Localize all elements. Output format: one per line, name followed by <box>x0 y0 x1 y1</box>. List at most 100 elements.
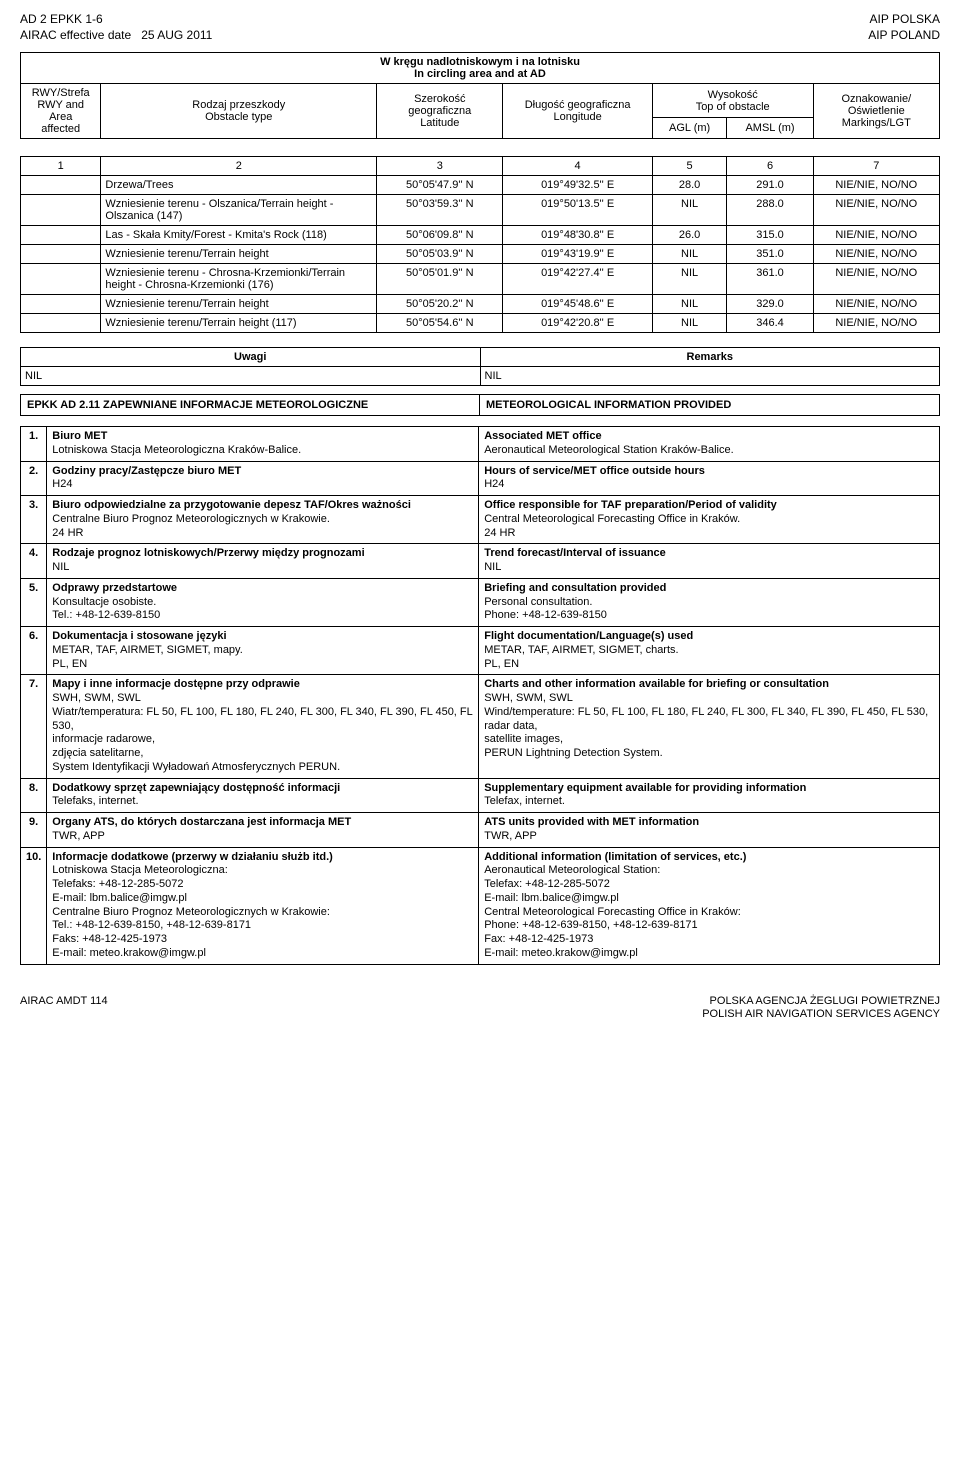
met-en: Flight documentation/Language(s) usedMET… <box>479 627 940 675</box>
obst-cell-mark: NIE/NIE, NO/NO <box>813 195 939 226</box>
col-height: Wysokość Top of obstacle <box>652 84 813 118</box>
obstacle-row: Wzniesienie terenu/Terrain height (117)5… <box>21 314 940 333</box>
met-pl-label: Biuro odpowiedzialne za przygotowanie de… <box>52 499 473 513</box>
met-en-label: Trend forecast/Interval of issuance <box>484 547 934 561</box>
met-en: Supplementary equipment available for pr… <box>479 778 940 813</box>
met-num: 9. <box>21 813 47 848</box>
obst-cell-lon: 019°49'32.5'' E <box>503 176 652 195</box>
met-pl-label: Informacje dodatkowe (przerwy w działani… <box>52 851 473 865</box>
met-en: Trend forecast/Interval of issuanceNIL <box>479 544 940 579</box>
met-pl: Mapy i inne informacje dostępne przy odp… <box>47 675 479 778</box>
met-num: 2. <box>21 461 47 496</box>
numcol-2: 2 <box>101 157 377 176</box>
col-mark-pl2: Oświetlenie <box>818 105 935 117</box>
met-num: 6. <box>21 627 47 675</box>
col-lon: Długość geograficzna Longitude <box>503 84 652 139</box>
obst-cell-type: Wzniesienie terenu - Olszanica/Terrain h… <box>101 195 377 226</box>
obst-cell-lon: 019°45'48.6'' E <box>503 295 652 314</box>
met-en-label: Office responsible for TAF preparation/P… <box>484 499 934 513</box>
remarks-val-en: NIL <box>480 367 940 386</box>
met-pl: Biuro METLotniskowa Stacja Meteorologicz… <box>47 427 479 462</box>
col-lat-pl2: geograficzna <box>381 105 498 117</box>
footer-right: POLSKA AGENCJA ŻEGLUGI POWIETRZNEJ POLIS… <box>702 995 940 1023</box>
numcol-5: 5 <box>652 157 727 176</box>
met-row: 9.Organy ATS, do których dostarczana jes… <box>21 813 940 848</box>
col-mark-en: Markings/LGT <box>818 117 935 129</box>
obst-cell-mark: NIE/NIE, NO/NO <box>813 176 939 195</box>
obst-cell-agl: NIL <box>652 264 727 295</box>
col-lon-en: Longitude <box>507 111 647 123</box>
obst-cell-type: Las - Skała Kmity/Forest - Kmita's Rock … <box>101 226 377 245</box>
obst-title-pl: W kręgu nadlotniskowym i na lotnisku <box>25 56 935 68</box>
airac-label: AIRAC effective date <box>20 28 131 42</box>
met-num: 7. <box>21 675 47 778</box>
met-pl-label: Dokumentacja i stosowane języki <box>52 630 473 644</box>
obst-cell-type: Wzniesienie terenu/Terrain height (117) <box>101 314 377 333</box>
section-2-11-bar: EPKK AD 2.11 ZAPEWNIANE INFORMACJE METEO… <box>20 394 940 416</box>
header-top-right: AIP POLSKA <box>870 12 940 26</box>
obst-cell-lat: 50°03'59.3'' N <box>377 195 503 226</box>
obstacle-row: Wzniesienie terenu - Chrosna-Krzemionki/… <box>21 264 940 295</box>
section-2-11-left: EPKK AD 2.11 ZAPEWNIANE INFORMACJE METEO… <box>21 395 480 415</box>
obstacle-table: W kręgu nadlotniskowym i na lotnisku In … <box>20 52 940 333</box>
met-en: Hours of service/MET office outside hour… <box>479 461 940 496</box>
col-type-en: Obstacle type <box>105 111 372 123</box>
met-en: Additional information (limitation of se… <box>479 847 940 964</box>
obstacle-row: Wzniesienie terenu/Terrain height50°05'0… <box>21 245 940 264</box>
footer-right-2: POLISH AIR NAVIGATION SERVICES AGENCY <box>702 1008 940 1022</box>
obst-cell-rwy <box>21 195 101 226</box>
obst-cell-amsl: 346.4 <box>727 314 813 333</box>
met-row: 3.Biuro odpowiedzialne za przygotowanie … <box>21 496 940 544</box>
met-num: 5. <box>21 578 47 626</box>
met-num: 1. <box>21 427 47 462</box>
met-row: 5.Odprawy przedstartoweKonsultacje osobi… <box>21 578 940 626</box>
obstacle-row: Wzniesienie terenu - Olszanica/Terrain h… <box>21 195 940 226</box>
obst-cell-lat: 50°06'09.8'' N <box>377 226 503 245</box>
col-rwy-en2: Area <box>25 111 96 123</box>
met-pl: Biuro odpowiedzialne za przygotowanie de… <box>47 496 479 544</box>
met-pl: Godziny pracy/Zastępcze biuro METH24 <box>47 461 479 496</box>
obst-cell-lon: 019°43'19.9'' E <box>503 245 652 264</box>
obst-cell-lat: 50°05'47.9'' N <box>377 176 503 195</box>
met-pl-label: Biuro MET <box>52 430 473 444</box>
obstacle-table-title: W kręgu nadlotniskowym i na lotnisku In … <box>21 53 940 84</box>
obst-cell-amsl: 329.0 <box>727 295 813 314</box>
met-pl-label: Mapy i inne informacje dostępne przy odp… <box>52 678 473 692</box>
met-en: Charts and other information available f… <box>479 675 940 778</box>
col-mark: Oznakowanie/ Oświetlenie Markings/LGT <box>813 84 939 139</box>
met-row: 8.Dodatkowy sprzęt zapewniający dostępno… <box>21 778 940 813</box>
met-en-label: Charts and other information available f… <box>484 678 934 692</box>
met-pl-label: Odprawy przedstartowe <box>52 582 473 596</box>
col-amsl: AMSL (m) <box>727 118 813 139</box>
obstacle-row: Las - Skała Kmity/Forest - Kmita's Rock … <box>21 226 940 245</box>
obst-cell-amsl: 288.0 <box>727 195 813 226</box>
met-row: 7. Mapy i inne informacje dostępne przy o… <box>21 675 940 778</box>
col-rwy-pl: RWY/Strefa <box>25 87 96 99</box>
remarks-table: Uwagi Remarks NIL NIL <box>20 347 940 386</box>
obst-cell-lat: 50°05'20.2'' N <box>377 295 503 314</box>
obst-cell-mark: NIE/NIE, NO/NO <box>813 226 939 245</box>
obst-cell-agl: 26.0 <box>652 226 727 245</box>
col-lon-pl: Długość geograficzna <box>507 99 647 111</box>
col-height-en: Top of obstacle <box>657 101 809 113</box>
col-height-pl: Wysokość <box>657 89 809 101</box>
numcol-3: 3 <box>377 157 503 176</box>
met-pl-label: Godziny pracy/Zastępcze biuro MET <box>52 465 473 479</box>
obst-cell-type: Wzniesienie terenu/Terrain height <box>101 295 377 314</box>
col-type-pl: Rodzaj przeszkody <box>105 99 372 111</box>
obst-cell-rwy <box>21 264 101 295</box>
page-header: AD 2 EPKK 1-6 AIP POLSKA <box>20 12 940 26</box>
obst-cell-mark: NIE/NIE, NO/NO <box>813 264 939 295</box>
col-rwy: RWY/Strefa RWY and Area affected <box>21 84 101 139</box>
col-agl: AGL (m) <box>652 118 727 139</box>
met-num: 4. <box>21 544 47 579</box>
met-pl: Dodatkowy sprzęt zapewniający dostępność… <box>47 778 479 813</box>
obst-cell-lat: 50°05'03.9'' N <box>377 245 503 264</box>
numcol-6: 6 <box>727 157 813 176</box>
met-row: 1.Biuro METLotniskowa Stacja Meteorologi… <box>21 427 940 462</box>
met-row: 2.Godziny pracy/Zastępcze biuro METH24Ho… <box>21 461 940 496</box>
obst-cell-mark: NIE/NIE, NO/NO <box>813 295 939 314</box>
met-num: 8. <box>21 778 47 813</box>
met-pl: Dokumentacja i stosowane językiMETAR, TA… <box>47 627 479 675</box>
obst-cell-amsl: 351.0 <box>727 245 813 264</box>
